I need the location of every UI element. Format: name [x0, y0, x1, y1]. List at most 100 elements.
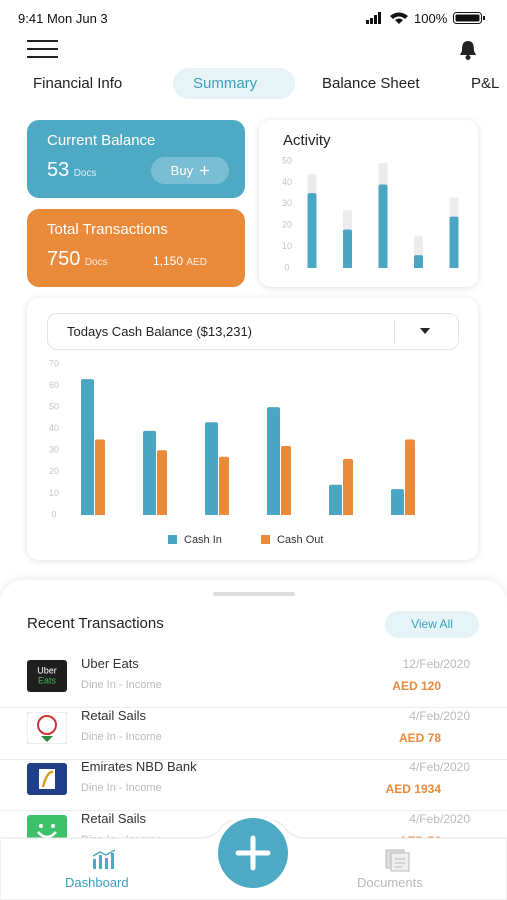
notification-button[interactable]	[457, 39, 479, 61]
bar	[391, 489, 404, 515]
transaction-amount: AED 78	[398, 730, 441, 745]
y-tick-label: 20	[49, 466, 59, 476]
bar	[143, 430, 156, 515]
signal-wifi	[366, 12, 408, 24]
unit: Docs	[84, 257, 108, 268]
bar	[378, 184, 388, 268]
y-tick-label: 0	[51, 509, 56, 519]
y-tick-label: 10	[282, 241, 292, 251]
y-tick-label: 40	[49, 423, 59, 433]
legend-swatch	[168, 535, 177, 544]
bar	[219, 456, 229, 515]
transaction-type: Dine In - Income	[81, 730, 162, 743]
transaction-type: Dine In - Income	[81, 679, 162, 691]
battery-text: 100%	[414, 11, 448, 26]
bar	[267, 407, 280, 515]
transaction-row[interactable]: Retail Sails Dine In - Income 4/Feb/2020 AE…	[0, 708, 507, 760]
unit: Docs	[73, 168, 97, 179]
plus-icon	[200, 166, 210, 175]
merchant-name: Retail Sails	[81, 810, 147, 826]
legend-label: Cash In	[184, 534, 222, 546]
y-tick-label: 40	[282, 177, 292, 187]
merchant-name: Uber Eats	[81, 656, 139, 671]
value: 53	[47, 159, 70, 181]
add-button[interactable]	[218, 818, 288, 888]
y-tick-label: 60	[49, 380, 59, 390]
merchant-logo	[27, 763, 67, 795]
nav-dashboard[interactable]: Dashboard	[65, 875, 129, 890]
bar	[414, 255, 423, 268]
legend-swatch	[261, 535, 270, 544]
bar	[343, 229, 352, 268]
bar	[281, 445, 291, 515]
section-title: Recent Transactions	[27, 615, 164, 632]
transaction-date: 4/Feb/2020	[409, 760, 470, 774]
transaction-date: 12/Feb/2020	[402, 657, 470, 671]
divider	[394, 320, 395, 343]
current-balance-card[interactable]: Current Balance 53 Docs Buy	[27, 120, 245, 198]
documents-icon	[385, 849, 410, 872]
card-label: Total Transactions	[47, 221, 168, 238]
y-tick-label: 30	[282, 198, 292, 208]
dropdown-label: Todays Cash Balance ($13,231)	[67, 324, 253, 339]
bar	[95, 439, 105, 515]
button-label: Buy	[170, 163, 194, 178]
sheet-handle[interactable]	[213, 592, 295, 596]
card-value: 53 Docs	[47, 159, 97, 182]
merchant-logo	[27, 711, 67, 744]
logo-text: Uber	[37, 665, 57, 675]
transaction-row[interactable]: Uber Eats Uber Eats Dine In - Income 12/Feb/…	[0, 656, 507, 708]
active-tab-pill	[173, 68, 295, 99]
view-all-button[interactable]: View All	[385, 611, 479, 638]
bar	[307, 193, 317, 268]
bar	[449, 216, 459, 268]
cash-card	[27, 298, 478, 560]
bar	[405, 439, 415, 515]
logo-text: Eats	[38, 675, 57, 685]
buy-button[interactable]: Buy	[151, 157, 229, 184]
card-label: Current Balance	[47, 132, 156, 149]
tab[interactable]: Balance Sheet	[322, 75, 420, 92]
y-tick-label: 50	[49, 402, 59, 412]
bar	[329, 484, 342, 515]
bar	[205, 422, 218, 515]
y-tick-label: 70	[49, 358, 59, 368]
card-amount: 1,150 AED	[153, 254, 207, 268]
card-value: 750 Docs	[47, 248, 108, 271]
tab[interactable]: Financial Info	[33, 75, 123, 92]
y-tick-label: 50	[282, 155, 292, 165]
date: Mon Jun 3	[46, 11, 108, 26]
chart-title: Activity	[283, 132, 331, 149]
merchant-name: Retail Sails	[81, 707, 147, 723]
tab[interactable]: Summary	[193, 75, 258, 92]
transaction-row[interactable]: Emirates NBD Bank Dine In - Income 4/Feb/2…	[0, 759, 507, 811]
y-tick-label: 30	[49, 445, 59, 455]
transaction-amount: AED 120	[392, 679, 441, 693]
nav-documents[interactable]: Documents	[357, 875, 423, 890]
tab[interactable]: P&L	[471, 75, 500, 92]
time: 9:41	[18, 11, 44, 26]
transaction-date: 4/Feb/2020	[409, 811, 470, 826]
activity-chart: Activity 0 10 20 30 40 50	[282, 132, 459, 272]
menu-button[interactable]	[27, 40, 59, 60]
dropdown-arrow	[420, 328, 430, 334]
y-tick-label: 0	[284, 262, 289, 272]
legend-label: Cash Out	[277, 534, 323, 546]
transaction-amount: AED 1934	[385, 782, 441, 796]
bar	[157, 450, 167, 515]
cash-dropdown[interactable]: Todays Cash Balance ($13,231)	[47, 313, 459, 350]
y-tick-label: 20	[282, 220, 292, 230]
total-transactions-card[interactable]: Total Transactions 750 Docs 1,150 AED	[27, 209, 245, 287]
dashboard-icon	[92, 849, 116, 869]
amount: 1,150	[153, 254, 184, 268]
battery-icon	[453, 12, 485, 24]
merchant-name: Emirates NBD Bank	[81, 759, 197, 774]
transaction-type: Dine In - Income	[81, 782, 162, 794]
currency: AED	[186, 257, 207, 268]
bar	[343, 458, 353, 515]
y-tick-label: 10	[49, 488, 59, 498]
cash-chart: 0 10 20 30 40 50 60 70 Cash In Cash Out	[49, 358, 415, 546]
activity-card	[259, 120, 478, 287]
